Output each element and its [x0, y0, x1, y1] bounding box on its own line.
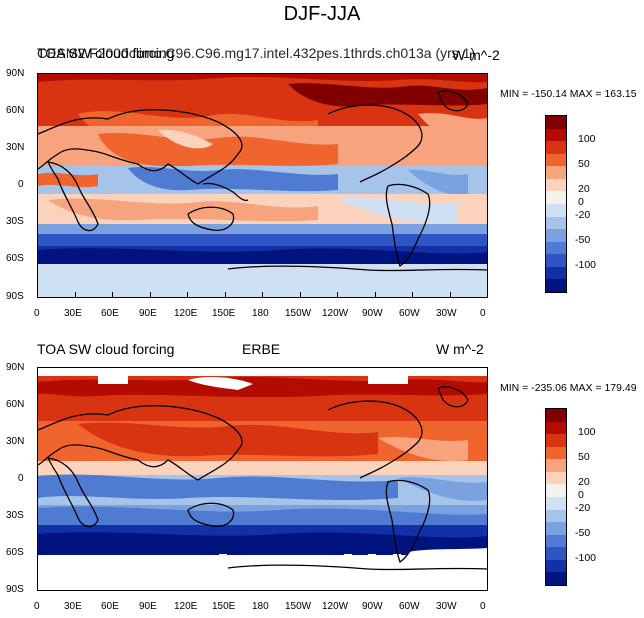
colorbar-label: -100: [575, 258, 597, 271]
colorbar-label: 50: [578, 158, 590, 171]
panel2-xtick: 0: [34, 601, 40, 612]
colorbar-box: [546, 141, 566, 155]
panel2-left-label: TOA SW cloud forcing: [37, 341, 175, 357]
colorbar-label: 0: [578, 489, 584, 501]
colorbar-label: 50: [578, 451, 590, 464]
panel2-center-label: ERBE: [242, 341, 281, 357]
panel1-xtick: 0: [34, 308, 40, 319]
colorbar-box: [546, 204, 566, 217]
panel1-map: [37, 73, 488, 298]
panel1-xtick: 90W: [362, 308, 383, 319]
colorbar-box: [546, 178, 566, 192]
colorbar-box: [546, 484, 566, 498]
colorbar-box: [546, 434, 566, 448]
colorbar-box: [546, 471, 566, 485]
colorbar-label: 20: [578, 476, 590, 489]
colorbar-box: [546, 572, 566, 586]
panel1-xtick: 0: [480, 308, 486, 319]
panel2-units-label: W m^-2: [436, 341, 484, 357]
panel2-xtick: 30E: [64, 601, 82, 612]
panel1-xtick: 30W: [436, 308, 457, 319]
panel1-ytick-60s: 60S: [6, 253, 24, 264]
colorbar-label: 0: [578, 196, 584, 208]
panel2-xtick: 90E: [139, 601, 157, 612]
panel2-ytick-60n: 60N: [6, 399, 25, 410]
colorbar-box: [546, 547, 566, 561]
panel2-xtick: 120E: [174, 601, 198, 612]
panel2-xtick: 60E: [101, 601, 119, 612]
panel1-minmax: MIN = -150.14 MAX = 163.15: [500, 88, 637, 100]
colorbar-label: 20: [578, 183, 590, 196]
panel2-ytick-30n: 30N: [6, 436, 25, 447]
panel2-ytick-30s: 30S: [6, 510, 24, 521]
panel2-ytick-90s: 90S: [6, 584, 24, 595]
colorbar-label: -20: [575, 208, 591, 221]
colorbar-box: [546, 522, 566, 536]
colorbar-box: [546, 559, 566, 573]
colorbar-label: -20: [575, 501, 591, 514]
panel1-left-label: TOA SW cloud forcing: [37, 45, 175, 61]
panel1-xtick: 90E: [139, 308, 157, 319]
panel2-colorbar: [545, 408, 567, 586]
colorbar-box: [546, 421, 566, 435]
colorbar-box: [546, 229, 566, 243]
panel1-ytick-0: 0: [18, 179, 24, 190]
panel1-overlap-label: CESM2.F2000climo.C96.C96.mg17.intel.432p…: [37, 45, 476, 61]
colorbar-box: [546, 128, 566, 142]
panel1-xtick: 60W: [399, 308, 420, 319]
panel1-field: [38, 74, 487, 297]
colorbar-box: [546, 534, 566, 548]
panel2-ytick-90n: 90N: [6, 362, 25, 373]
panel1-xtick: 150W: [285, 308, 312, 319]
panel2-xtick: 30W: [436, 601, 457, 612]
panel1-xtick: 150E: [212, 308, 236, 319]
colorbar-box: [546, 216, 566, 230]
panel2-xtick: 150W: [285, 601, 312, 612]
colorbar-box: [546, 153, 566, 167]
colorbar-box: [546, 459, 566, 473]
colorbar-box: [546, 191, 566, 205]
colorbar-box: [546, 446, 566, 460]
panel1-colorbar-labels: 100 50 20 0 -20 -50 -100: [575, 115, 618, 293]
panel1-colorbar: [545, 115, 567, 293]
colorbar-label: -50: [575, 526, 591, 539]
colorbar-box: [546, 509, 566, 523]
colorbar-box: [546, 279, 566, 293]
colorbar-box: [546, 266, 566, 280]
colorbar-label: -50: [575, 233, 591, 246]
colorbar-label: 100: [578, 426, 596, 439]
panel2-map: [37, 367, 488, 591]
panel1-ytick-30n: 30N: [6, 142, 25, 153]
panel1-xtick: 180: [252, 308, 269, 319]
colorbar-label: -100: [575, 551, 597, 564]
panel1-xtick: 120E: [174, 308, 198, 319]
panel1-xtick: 30E: [64, 308, 82, 319]
panel1-xtick: 120W: [322, 308, 349, 319]
panel2-xtick: 120W: [322, 601, 349, 612]
panel2-xtick: 90W: [362, 601, 383, 612]
panel2-xtick: 0: [480, 601, 486, 612]
panel1-ytick-90n: 90N: [6, 68, 25, 79]
panel2-xtick: 150E: [212, 601, 236, 612]
panel2-xtick: 60W: [399, 601, 420, 612]
panel1-ytick-60n: 60N: [6, 105, 25, 116]
panel2-ytick-0: 0: [18, 473, 24, 484]
colorbar-box: [546, 409, 566, 422]
panel1-ytick-90s: 90S: [6, 291, 24, 302]
panel1-ytick-30s: 30S: [6, 216, 24, 227]
panel2-ytick-60s: 60S: [6, 547, 24, 558]
figure-title: DJF-JJA: [283, 3, 361, 25]
colorbar-box: [546, 254, 566, 268]
panel2-colorbar-labels: 100 50 20 0 -20 -50 -100: [575, 408, 618, 586]
colorbar-label: 100: [578, 133, 596, 146]
panel2-minmax: MIN = -235.06 MAX = 179.49: [500, 382, 637, 394]
colorbar-box: [546, 116, 566, 129]
panel1-xtick: 60E: [101, 308, 119, 319]
panel2-field: [38, 368, 487, 590]
colorbar-box: [546, 497, 566, 510]
colorbar-box: [546, 166, 566, 180]
panel2-xtick: 180: [252, 601, 269, 612]
panel1-units-label: W m^-2: [452, 47, 500, 63]
colorbar-box: [546, 241, 566, 255]
